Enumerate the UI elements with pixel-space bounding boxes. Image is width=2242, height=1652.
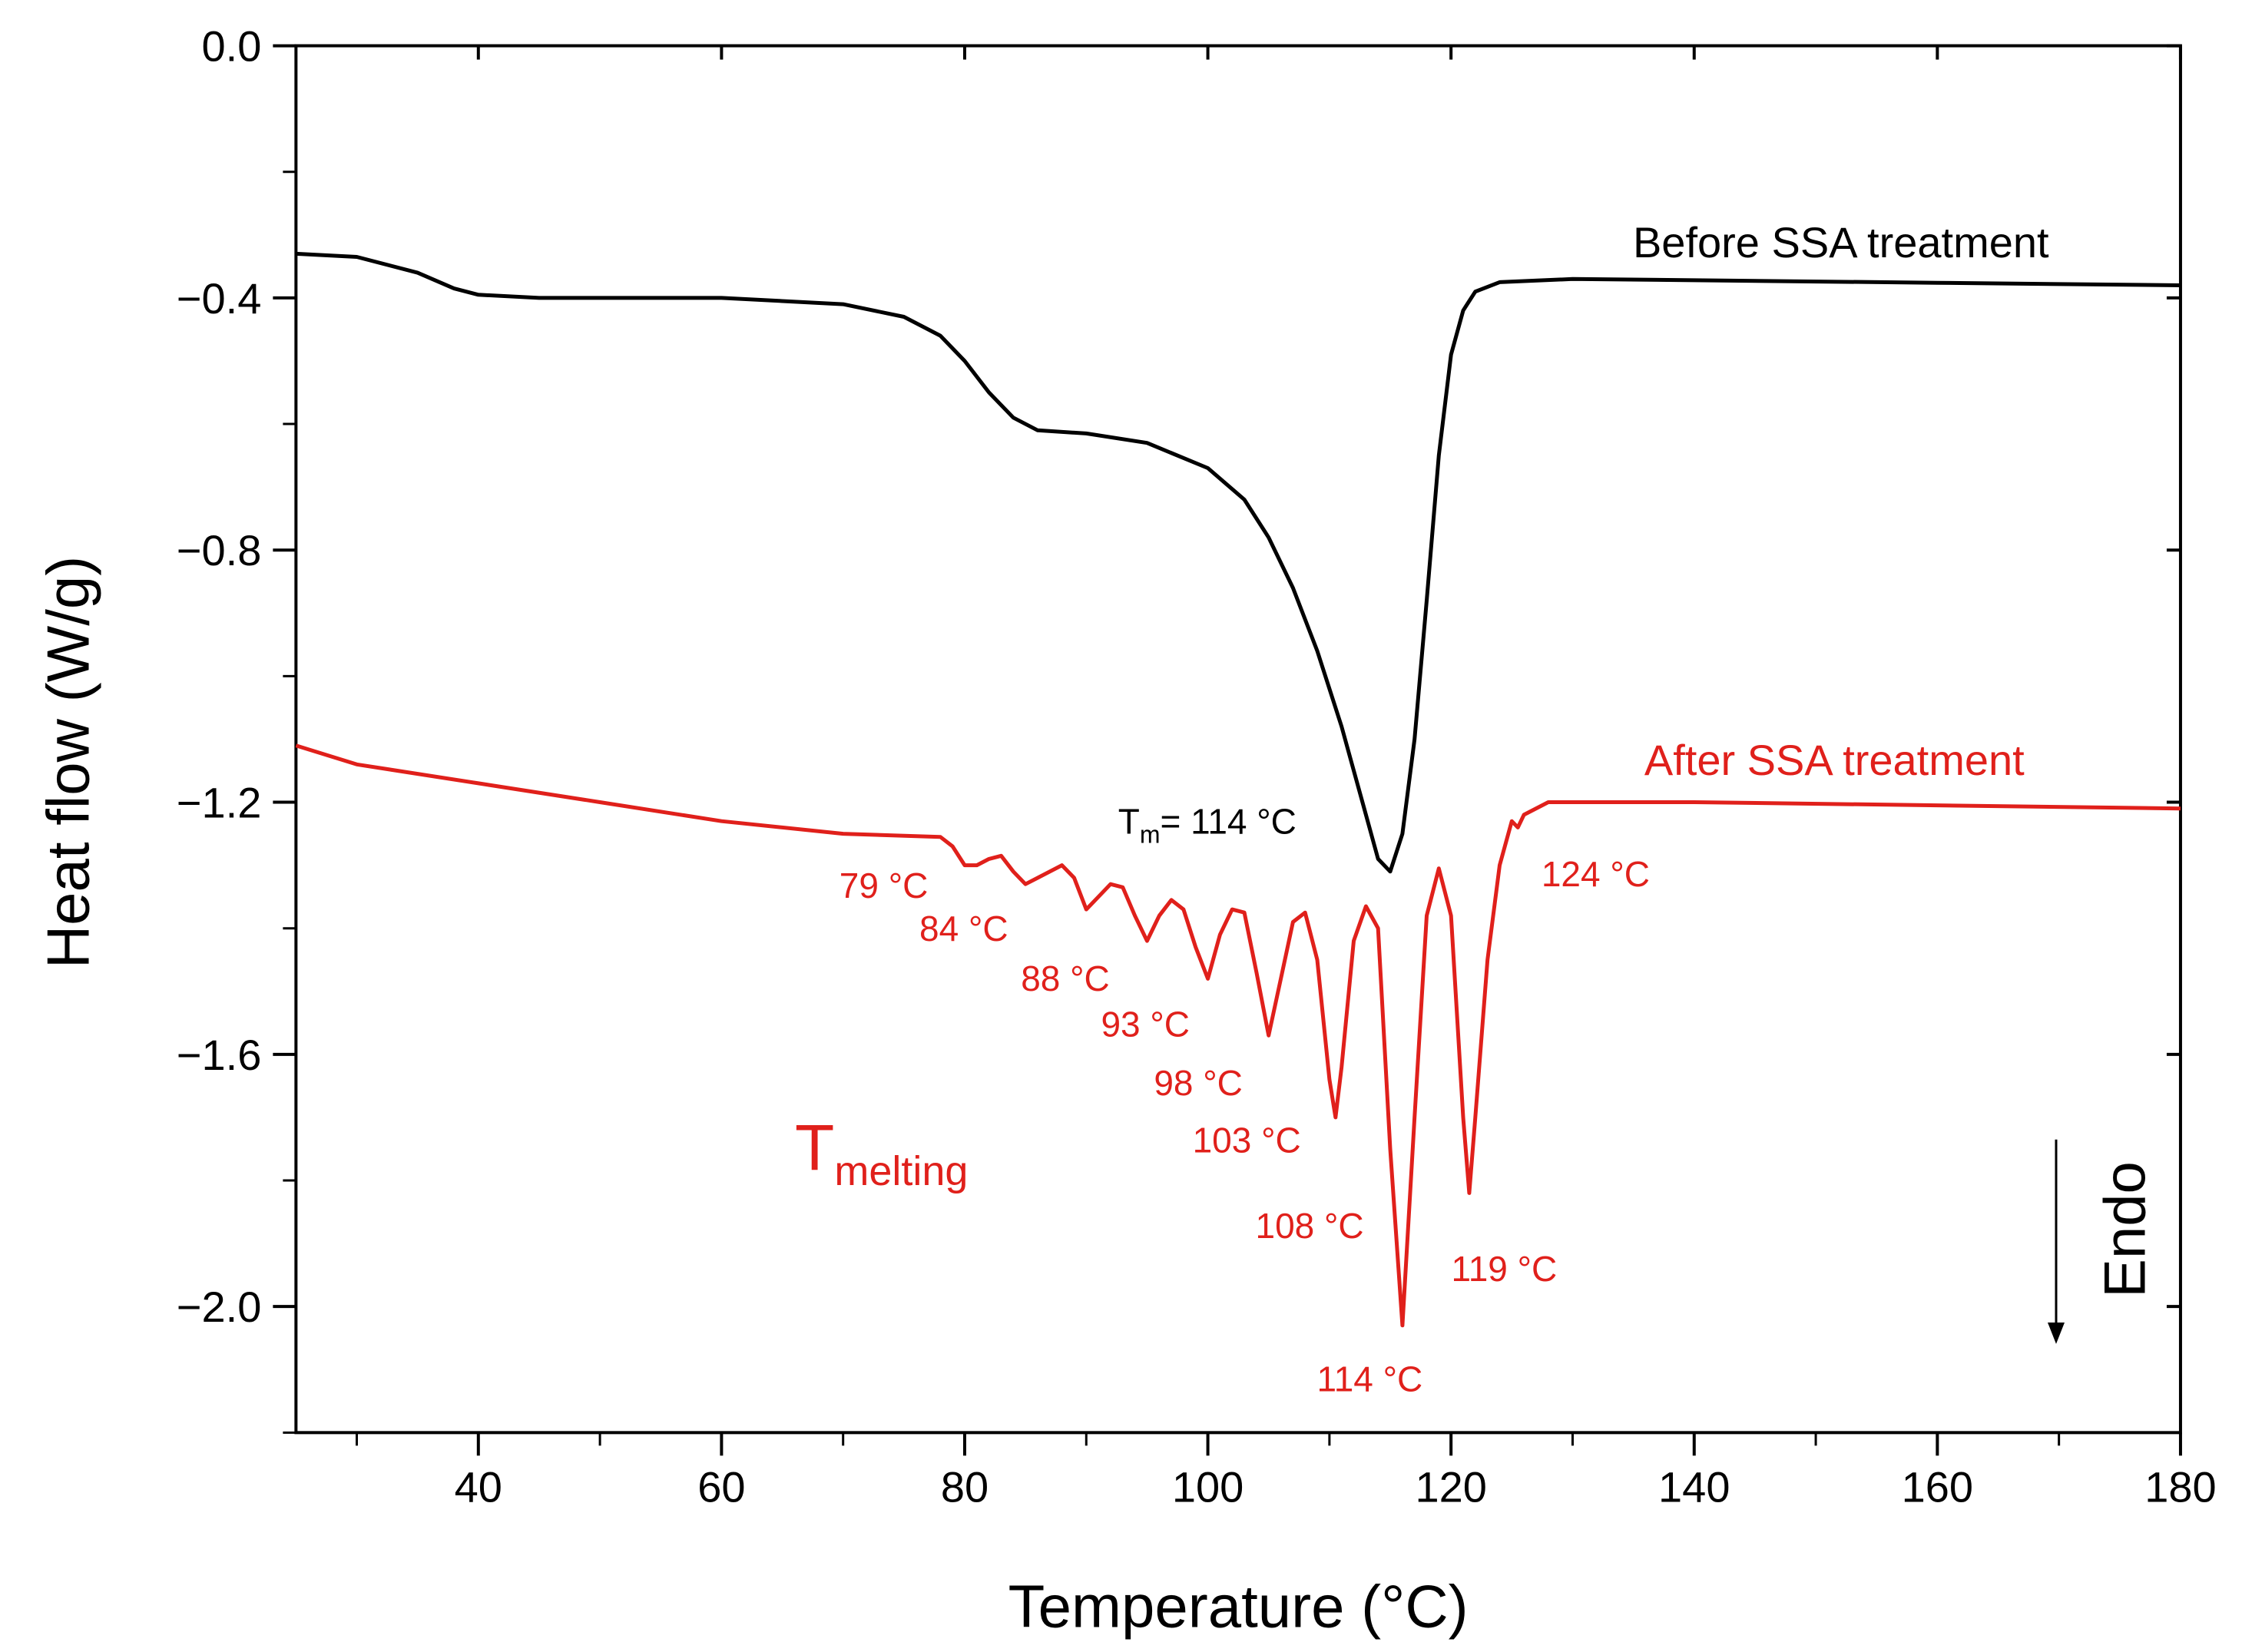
melting-annotation: Tmelting	[795, 1111, 968, 1194]
tm-main: T	[1118, 801, 1140, 841]
peak-label: 88 °C	[1021, 958, 1110, 998]
series-line	[296, 251, 2181, 874]
y-tick-label: −2.0	[177, 1283, 262, 1331]
melting-main: T	[795, 1111, 834, 1184]
x-tick-label: 60	[697, 1462, 745, 1511]
x-tick-label: 140	[1658, 1462, 1730, 1511]
peak-label: 103 °C	[1193, 1120, 1301, 1160]
endo-arrowhead	[2047, 1322, 2065, 1344]
y-tick-label: −1.6	[177, 1031, 262, 1079]
peak-label: 114 °C	[1317, 1359, 1423, 1399]
peak-label: 93 °C	[1101, 1005, 1190, 1045]
x-tick-label: 120	[1415, 1462, 1486, 1511]
melting-sub: melting	[834, 1148, 968, 1194]
series-line	[295, 743, 2181, 1328]
x-tick-label: 40	[455, 1462, 502, 1511]
peak-label: 84 °C	[919, 909, 1008, 948]
series-label: Before SSA treatment	[1633, 218, 2049, 267]
tm-rest: = 114 °C	[1161, 801, 1297, 841]
y-tick-label: −0.8	[177, 526, 262, 574]
y-axis-title: Heat flow (W/g)	[34, 556, 101, 968]
x-tick-label: 100	[1172, 1462, 1244, 1511]
series-label: After SSA treatment	[1644, 736, 2025, 784]
y-tick-label: −0.4	[177, 274, 262, 323]
x-tick-label: 80	[941, 1462, 989, 1511]
peak-label: 119 °C	[1452, 1249, 1558, 1289]
tm-sub: m	[1140, 820, 1161, 848]
y-tick-label: 0.0	[201, 22, 261, 71]
peak-label: 124 °C	[1542, 854, 1650, 894]
endo-label: Endo	[2092, 1161, 2158, 1298]
peak-label: 108 °C	[1255, 1206, 1363, 1246]
peak-label: 98 °C	[1154, 1063, 1243, 1103]
peak-label: 79 °C	[840, 866, 929, 905]
plot-frame	[294, 44, 2182, 1435]
tm-annotation: Tm= 114 °C	[1118, 801, 1297, 848]
y-tick-label: −1.2	[177, 779, 262, 827]
x-tick-label: 160	[1902, 1462, 1973, 1511]
x-axis-title: Temperature (°C)	[1008, 1573, 1469, 1640]
x-tick-label: 180	[2144, 1462, 2216, 1511]
